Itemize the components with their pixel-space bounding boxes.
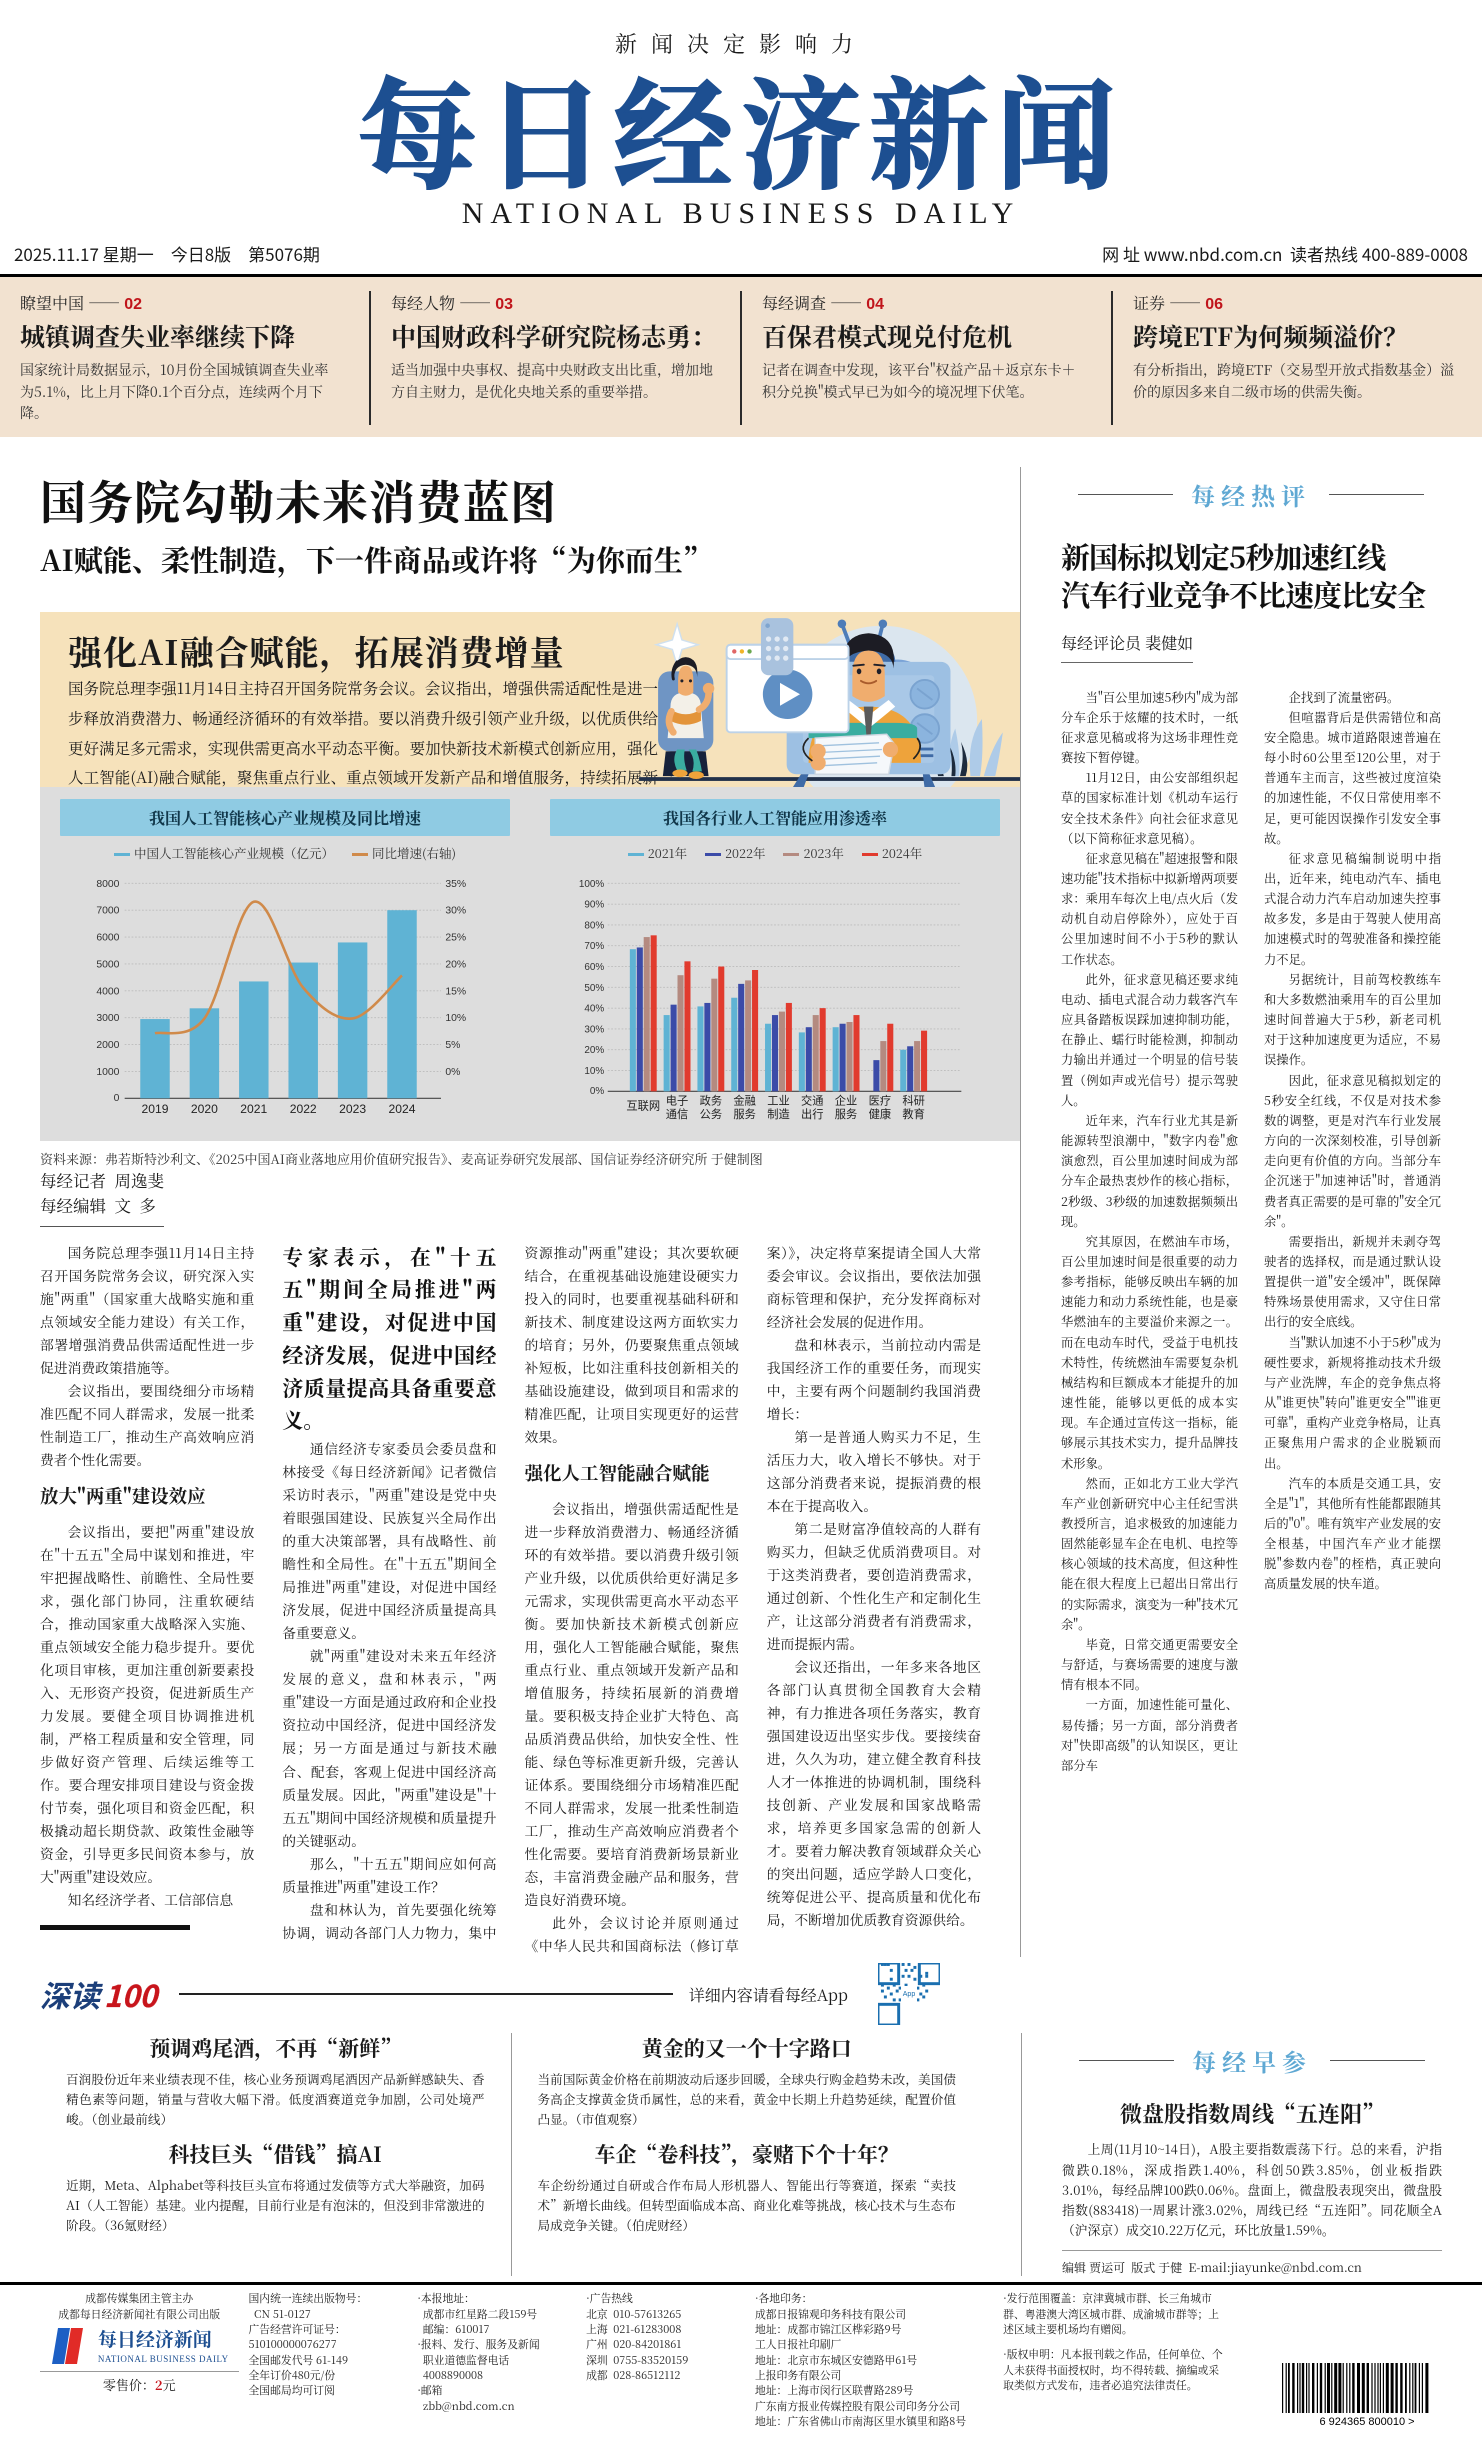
svg-text:出行: 出行 [801,1106,824,1122]
svg-text:0%: 0% [590,1086,605,1097]
svg-text:6 924365 800010 >: 6 924365 800010 > [1319,2416,1414,2428]
svg-text:0: 0 [114,1093,120,1104]
svg-text:8000: 8000 [96,879,119,890]
svg-text:2000: 2000 [96,1040,119,1051]
svg-text:3000: 3000 [96,1013,119,1024]
svg-text:40%: 40% [584,1004,604,1015]
svg-text:2022: 2022 [290,1102,317,1116]
svg-text:100%: 100% [579,879,605,890]
svg-text:App: App [903,1991,916,1998]
svg-text:20%: 20% [445,959,466,970]
svg-text:2019: 2019 [142,1102,169,1116]
svg-text:5000: 5000 [96,959,119,970]
svg-text:70%: 70% [584,941,604,952]
svg-text:2021: 2021 [240,1102,267,1116]
svg-text:25%: 25% [445,933,466,944]
svg-text:5%: 5% [445,1040,460,1051]
svg-text:50%: 50% [584,983,604,994]
svg-text:30%: 30% [445,906,466,917]
svg-text:6000: 6000 [96,933,119,944]
svg-text:2023: 2023 [339,1102,366,1116]
svg-text:2024: 2024 [389,1102,416,1116]
svg-text:制造: 制造 [767,1106,790,1122]
svg-text:公务: 公务 [700,1106,723,1122]
svg-text:10%: 10% [445,1013,466,1024]
svg-text:2020: 2020 [191,1102,218,1116]
svg-text:7000: 7000 [96,906,119,917]
svg-text:0%: 0% [445,1067,460,1078]
svg-text:90%: 90% [584,900,604,911]
svg-text:80%: 80% [584,920,604,931]
svg-text:1000: 1000 [96,1067,119,1078]
svg-text:15%: 15% [445,986,466,997]
svg-text:4000: 4000 [96,986,119,997]
svg-text:60%: 60% [584,962,604,973]
svg-text:35%: 35% [445,879,466,890]
svg-text:通信: 通信 [666,1106,689,1122]
svg-text:30%: 30% [584,1024,604,1035]
svg-text:服务: 服务 [733,1106,756,1122]
svg-text:教育: 教育 [902,1106,925,1122]
svg-text:服务: 服务 [835,1106,858,1122]
svg-text:互联网: 互联网 [626,1098,660,1114]
svg-text:健康: 健康 [869,1106,892,1122]
svg-text:20%: 20% [584,1045,604,1056]
svg-text:10%: 10% [584,1066,604,1077]
